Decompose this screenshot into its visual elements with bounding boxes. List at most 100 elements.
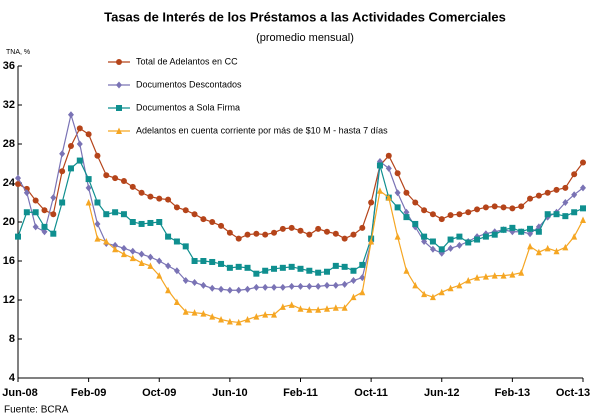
data-point [165, 286, 172, 294]
data-point [412, 220, 419, 227]
data-point [350, 293, 357, 301]
data-point [112, 245, 119, 253]
data-point [465, 209, 472, 216]
data-point [103, 211, 110, 218]
data-point [350, 267, 357, 274]
data-point [165, 233, 172, 240]
data-point [429, 211, 436, 218]
data-point [288, 282, 295, 290]
data-point [59, 168, 66, 175]
data-point [50, 230, 57, 237]
data-point [41, 207, 48, 214]
data-point [200, 258, 207, 264]
data-point [323, 305, 330, 312]
data-point [244, 264, 251, 271]
data-point [509, 205, 516, 212]
data-point [120, 178, 127, 185]
data-point [474, 274, 481, 281]
data-point [182, 243, 189, 250]
data-point [535, 192, 542, 199]
data-point [235, 235, 242, 242]
data-point [120, 211, 127, 218]
data-point [456, 211, 463, 218]
data-point [359, 274, 366, 282]
data-point [41, 223, 48, 230]
legend-marker [116, 105, 122, 111]
legend-marker [116, 59, 122, 65]
data-point [262, 231, 269, 238]
data-point [112, 209, 119, 216]
data-point [23, 189, 30, 197]
legend-label: Documentos Descontados [136, 79, 242, 89]
data-point [200, 216, 207, 223]
data-point [85, 199, 92, 206]
data-point [562, 184, 569, 191]
data-point [403, 267, 410, 274]
data-point [447, 284, 454, 292]
data-point [218, 285, 225, 293]
data-point [544, 211, 551, 218]
data-point [421, 290, 428, 298]
data-point [50, 194, 57, 202]
data-point [262, 311, 269, 318]
data-point [129, 219, 136, 225]
data-point [120, 250, 127, 258]
data-point [59, 150, 66, 158]
data-point [359, 224, 366, 231]
data-point [421, 233, 428, 240]
data-point [85, 176, 92, 183]
data-point [562, 199, 569, 206]
data-point [509, 271, 516, 278]
legend-label: Documentos a Sola Firma [136, 102, 240, 112]
data-point [147, 193, 154, 200]
data-point [553, 186, 560, 193]
data-point [456, 281, 463, 289]
data-point [332, 262, 339, 269]
data-point [544, 189, 551, 196]
data-point [306, 282, 313, 290]
data-point [341, 280, 348, 288]
data-point [332, 281, 339, 289]
series-line [17, 127, 584, 240]
data-point [147, 262, 154, 269]
data-point [182, 207, 189, 214]
data-point [580, 184, 586, 192]
data-point [76, 140, 83, 148]
y-tick-label: 12 [3, 294, 15, 306]
data-point [315, 282, 322, 290]
series-line [17, 159, 584, 275]
data-point [288, 301, 295, 308]
data-point [288, 263, 295, 270]
data-point [368, 199, 375, 206]
data-point [112, 241, 119, 249]
data-point [553, 211, 560, 218]
data-point [341, 304, 348, 311]
data-point [235, 318, 242, 326]
data-point [191, 278, 198, 286]
data-point [138, 189, 145, 196]
data-point [173, 267, 180, 275]
data-point [315, 269, 322, 276]
data-point [165, 196, 172, 203]
data-point [253, 230, 260, 237]
data-point [297, 265, 304, 272]
data-point [553, 247, 560, 255]
data-point [315, 225, 322, 232]
data-point [235, 286, 242, 294]
series-line [17, 112, 584, 291]
data-point [218, 260, 225, 267]
data-point [271, 311, 278, 318]
data-point [306, 306, 313, 313]
data-point [527, 242, 534, 250]
data-point [500, 226, 507, 233]
data-point [482, 273, 489, 280]
data-point [482, 204, 489, 211]
data-point [394, 204, 401, 211]
data-point [103, 238, 110, 245]
data-point [306, 267, 313, 274]
data-point [491, 231, 498, 238]
data-point [76, 157, 83, 164]
data-point [279, 264, 286, 271]
data-point [403, 189, 410, 196]
